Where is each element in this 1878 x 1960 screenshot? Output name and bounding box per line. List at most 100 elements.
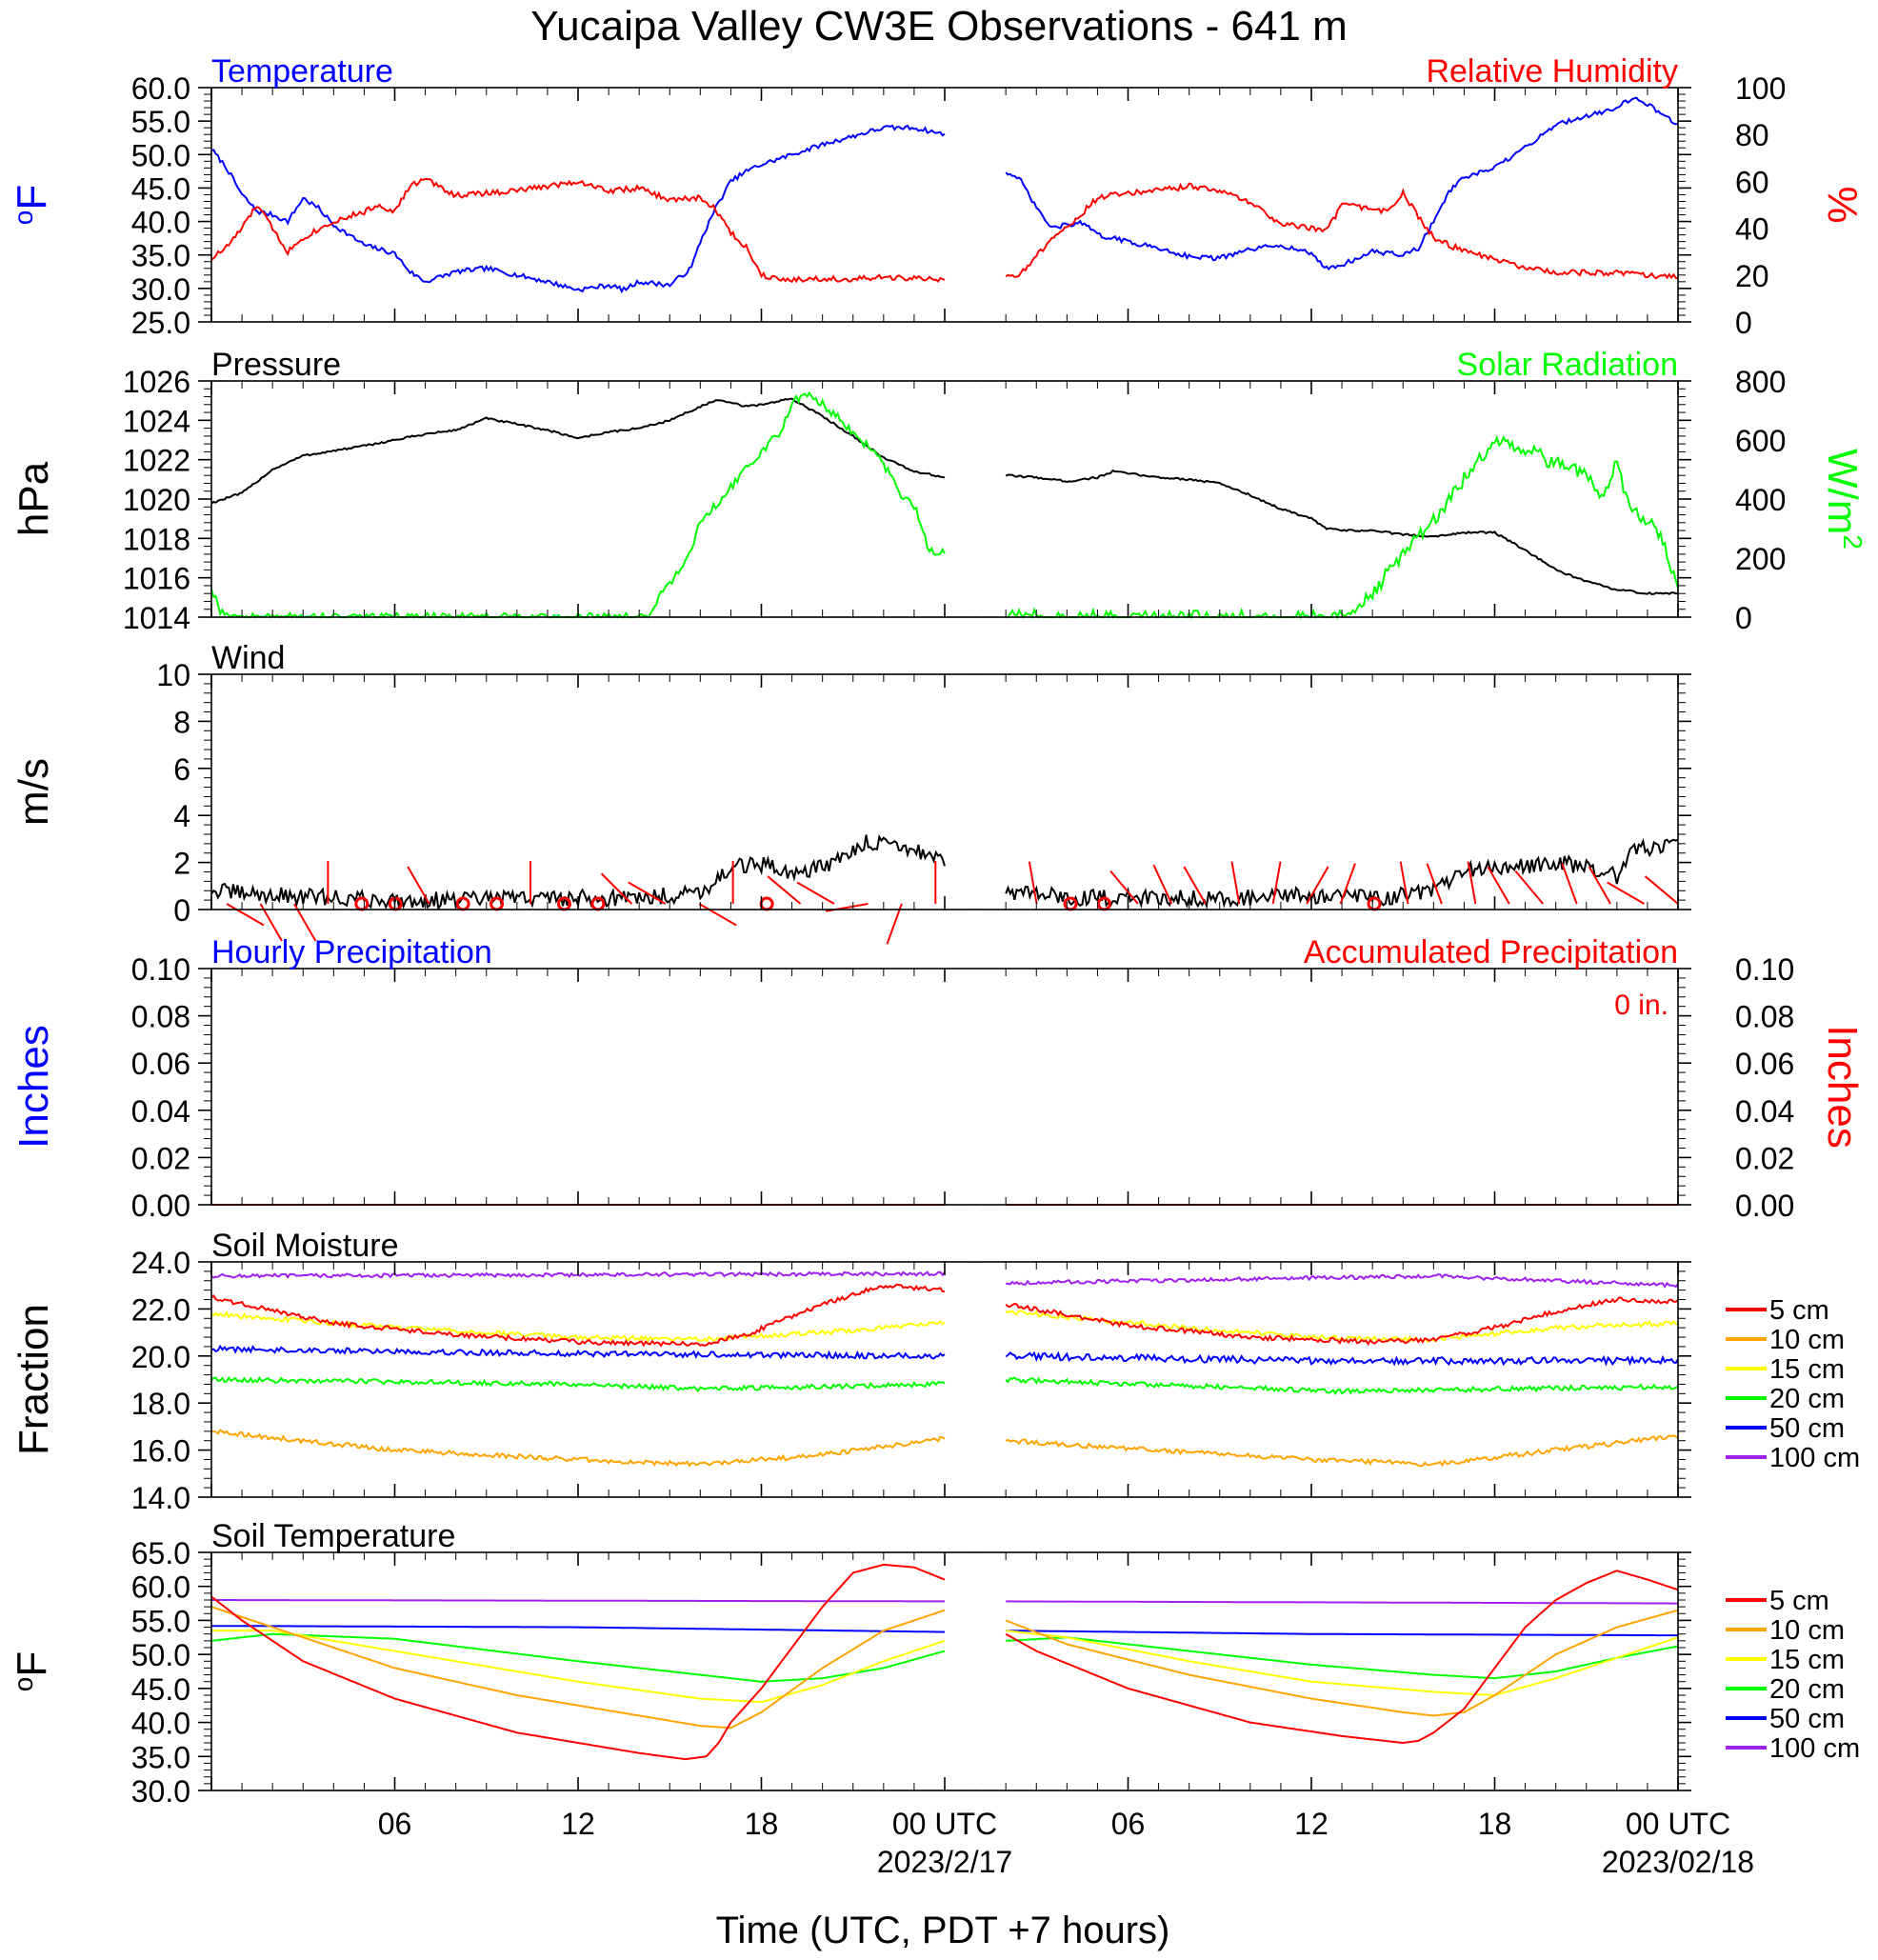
panel-frame <box>210 87 1679 323</box>
x-tick-label: 18 <box>745 1807 779 1841</box>
panel-title-left: Temperature <box>211 53 393 90</box>
y-tick-label: 1026 <box>123 365 190 399</box>
y-tick-label: 6 <box>173 752 190 787</box>
wind-calm-mark <box>759 896 774 911</box>
y-right-tick-label: 0.04 <box>1735 1094 1794 1129</box>
series-line-50-cm <box>210 1625 946 1633</box>
wind-barb <box>1607 881 1646 905</box>
series-line-10-cm <box>1005 1609 1679 1717</box>
legend-label: 10 cm <box>1769 1615 1845 1646</box>
y-right-tick-label: 400 <box>1735 483 1786 517</box>
y-right-tick-label: 0.02 <box>1735 1141 1794 1175</box>
panel-title-right: Solar Radiation <box>1457 347 1678 383</box>
series-line-20-cm <box>1005 1376 1679 1395</box>
y-tick-label: 1016 <box>123 562 190 596</box>
series-line-solar-radiation <box>210 390 946 619</box>
series-line-50-cm <box>1006 1630 1678 1637</box>
y-tick-label: 1014 <box>123 601 190 635</box>
panel-title-right: Relative Humidity <box>1426 53 1678 90</box>
panel-frame <box>210 1551 1679 1791</box>
x-tick-label: 18 <box>1478 1807 1512 1841</box>
x-tick-label: 00 UTC <box>892 1807 997 1841</box>
wind-barb <box>1339 863 1356 905</box>
wind-barb <box>886 903 903 945</box>
panel-soil_temp: 30.035.040.045.050.055.060.065.0 Soil Tem… <box>9 1518 1860 1809</box>
data-gap <box>949 89 1003 321</box>
legend-label: 10 cm <box>1769 1325 1845 1355</box>
x-axis-label: Time (UTC, PDT +7 hours) <box>716 1910 1170 1951</box>
series-line-50-cm <box>210 1344 946 1360</box>
panel-pressure_solar: 1014 1016 1018 1020 1022 1024 1026 0 200 400 600 80… <box>10 347 1868 635</box>
panel-title-left: Soil Moisture <box>211 1228 399 1264</box>
wind-barb <box>1399 861 1409 905</box>
series-line-5-cm <box>1005 1570 1679 1745</box>
precip-total-annotation: 0 in. <box>1614 990 1668 1021</box>
wind-barb <box>226 903 265 927</box>
series-line-20-cm <box>1006 1636 1679 1680</box>
series-line-100-cm <box>1006 1273 1679 1289</box>
wind-barb <box>1152 864 1173 905</box>
legend-label: 20 cm <box>1769 1384 1845 1414</box>
y-tick-label: 0.08 <box>131 1000 190 1034</box>
data-gap <box>949 382 1003 616</box>
x-tick-label: 06 <box>378 1807 412 1841</box>
series-line-10-cm <box>210 1606 946 1730</box>
y-tick-label: 30.0 <box>131 272 190 307</box>
series-line-temperature <box>1005 96 1679 271</box>
y-axis-label-right: % <box>1819 186 1866 223</box>
wind-calm-mark <box>354 896 370 911</box>
y-tick-label: 8 <box>173 705 190 739</box>
y-axis-label-left: oF <box>9 1651 55 1691</box>
panel-title-left: Hourly Precipitation <box>211 934 492 970</box>
series-line-10-cm <box>210 1429 946 1468</box>
y-axis-label-left: Inches <box>10 1025 57 1149</box>
y-tick-label: 0.02 <box>131 1141 190 1175</box>
panel-frame <box>210 673 1679 910</box>
panel-frame <box>210 968 1679 1206</box>
wind-barb <box>1109 870 1139 905</box>
panel-wind: 0 2 4 6 8 10 Wind m/s <box>10 640 1691 945</box>
y-right-tick-label: 60 <box>1735 165 1769 199</box>
y-right-tick-label: 800 <box>1735 365 1786 399</box>
wind-barb <box>628 881 667 905</box>
wind-barb <box>1561 863 1578 905</box>
series-line-15-cm <box>211 1630 946 1704</box>
series-line-100-cm <box>211 1599 945 1603</box>
panel-soil_moisture: 14.0 16.0 18.0 20.0 22.0 24.0 Soil Moisture Fra… <box>10 1228 1860 1515</box>
y-axis-label-left: hPa <box>10 461 57 536</box>
series-line-20-cm <box>210 1632 946 1683</box>
y-tick-label: 14.0 <box>131 1481 190 1515</box>
y-tick-label: 22.0 <box>131 1292 190 1327</box>
data-gap <box>949 675 1003 909</box>
y-tick-label: 60.0 <box>131 71 190 106</box>
x-tick-label: 00 UTC <box>1626 1807 1730 1841</box>
x-tick-label: 12 <box>1294 1807 1329 1841</box>
x-date-label: 2023/02/18 <box>1602 1845 1754 1879</box>
y-tick-label: 40.0 <box>131 206 190 240</box>
x-axis: 06 12 18 00 UTC 06 12 18 00 UTC 2023/2/17 2023/02… <box>378 1807 1754 1879</box>
series-line-5-cm <box>210 1563 946 1761</box>
series-line-wind <box>1005 837 1679 910</box>
series-line-temperature <box>210 124 946 294</box>
y-tick-label: 24.0 <box>131 1246 190 1280</box>
y-right-tick-label: 0.10 <box>1735 952 1794 987</box>
y-tick-label: 20.0 <box>131 1340 190 1374</box>
series-line-5-cm <box>1005 1296 1679 1347</box>
y-axis-label-left: Fraction <box>10 1304 57 1455</box>
series-line-solar-radiation <box>1006 434 1679 620</box>
y-axis-label-right: W/m2 <box>1819 449 1868 550</box>
wind-barb <box>1467 861 1477 905</box>
legend-label: 50 cm <box>1769 1704 1845 1734</box>
y-tick-label: 2 <box>173 847 190 881</box>
wind-barb <box>1644 875 1679 905</box>
data-gap <box>949 970 1003 1204</box>
series-line-5-cm <box>210 1283 946 1348</box>
y-right-tick-label: 0.00 <box>1735 1189 1794 1223</box>
series-line-15-cm <box>210 1310 946 1343</box>
y-right-tick-label: 200 <box>1735 542 1786 576</box>
y-right-tick-label: 0 <box>1735 306 1752 340</box>
wind-barb <box>1487 866 1510 905</box>
